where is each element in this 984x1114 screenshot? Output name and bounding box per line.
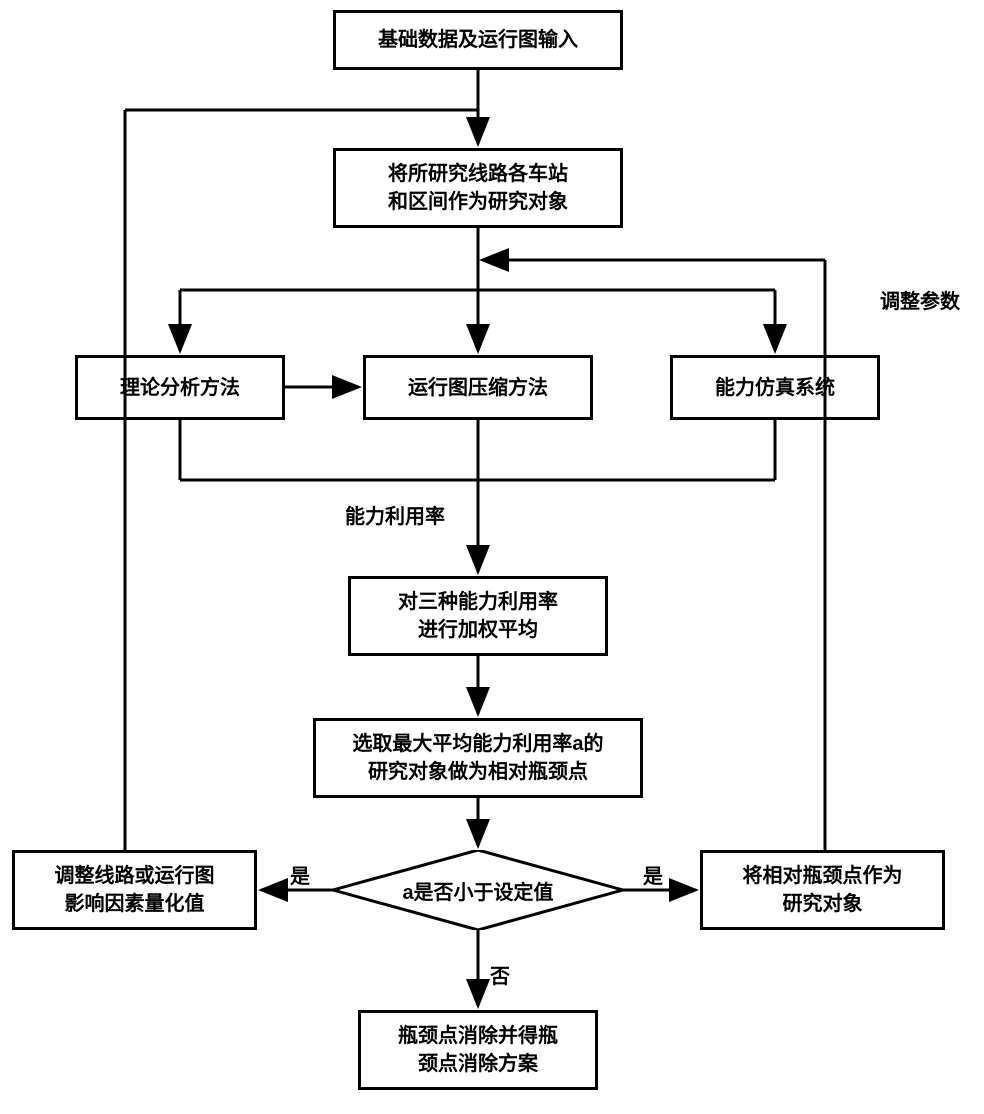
scope-text: 将所研究线路各车站 和区间作为研究对象 [388,160,568,216]
yes-right-label: 是 [643,860,663,889]
adjust-right-text: 将相对瓶颈点作为 研究对象 [743,862,903,918]
result-box: 瓶颈点消除并得瓶 颈点消除方案 [358,1010,598,1090]
method2-box: 运行图压缩方法 [363,355,593,420]
adjust-right-box: 将相对瓶颈点作为 研究对象 [700,850,945,930]
method1-box: 理论分析方法 [75,355,285,420]
method1-text: 理论分析方法 [120,374,240,402]
input-text: 基础数据及运行图输入 [378,26,578,54]
weighted-text: 对三种能力利用率 进行加权平均 [398,588,558,644]
utilization-label: 能力利用率 [345,500,445,529]
input-box: 基础数据及运行图输入 [333,10,623,70]
yes-left-label: 是 [290,860,310,889]
method3-text: 能力仿真系统 [715,374,835,402]
weighted-box: 对三种能力利用率 进行加权平均 [348,576,608,656]
bottleneck-box: 选取最大平均能力利用率a的 研究对象做为相对瓶颈点 [313,718,643,798]
no-label: 否 [490,960,510,989]
method2-text: 运行图压缩方法 [408,374,548,402]
adjust-left-text: 调整线路或运行图 影响因素量化值 [55,862,215,918]
scope-box: 将所研究线路各车站 和区间作为研究对象 [333,148,623,228]
decision-text: a是否小于设定值 [402,876,553,905]
adjust-params-label: 调整参数 [880,285,960,314]
bottleneck-text: 选取最大平均能力利用率a的 研究对象做为相对瓶颈点 [352,730,603,786]
result-text: 瓶颈点消除并得瓶 颈点消除方案 [398,1022,558,1078]
adjust-left-box: 调整线路或运行图 影响因素量化值 [12,850,257,930]
method3-box: 能力仿真系统 [670,355,880,420]
decision-diamond: a是否小于设定值 [333,850,623,930]
